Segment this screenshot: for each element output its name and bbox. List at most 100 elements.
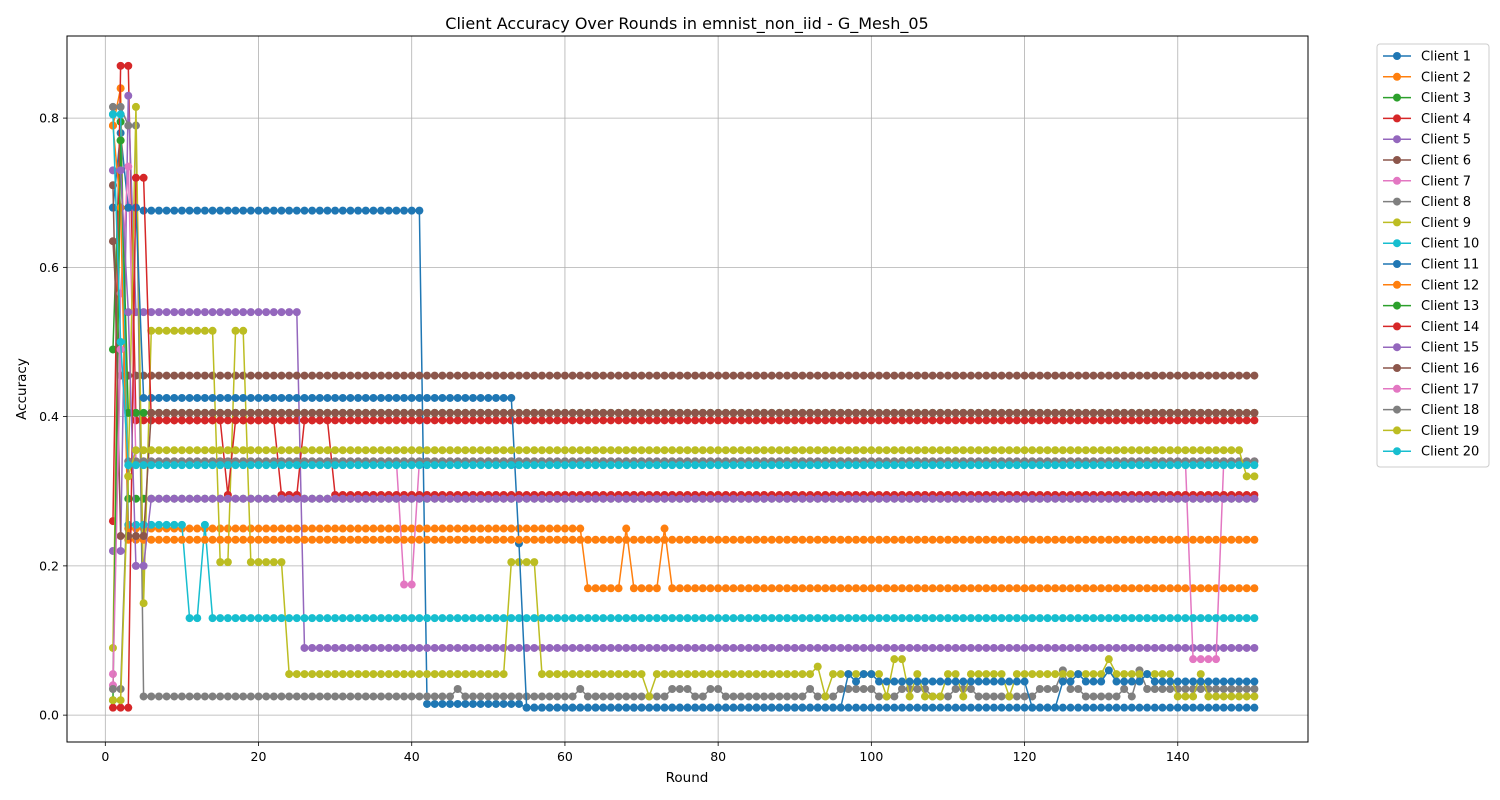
data-point (974, 677, 983, 686)
data-point (185, 494, 194, 503)
data-point (982, 643, 991, 652)
data-point (185, 326, 194, 335)
data-point (1250, 643, 1259, 652)
data-point (767, 535, 776, 544)
data-point (920, 408, 929, 417)
data-point (660, 524, 669, 533)
data-point (1250, 584, 1259, 593)
data-point (1104, 614, 1113, 623)
data-point (1250, 703, 1259, 712)
data-point (193, 692, 202, 701)
data-point (177, 308, 186, 317)
data-point (377, 416, 386, 425)
data-point (1066, 494, 1075, 503)
data-point (208, 206, 217, 215)
data-point (1143, 446, 1152, 455)
data-point (469, 494, 478, 503)
data-point (637, 494, 646, 503)
data-point (683, 685, 692, 694)
data-point (491, 461, 500, 470)
data-point (346, 206, 355, 215)
data-point (721, 703, 730, 712)
data-point (1235, 703, 1244, 712)
data-point (576, 614, 585, 623)
data-point (384, 416, 393, 425)
data-point (829, 371, 838, 380)
data-point (966, 371, 975, 380)
data-point (377, 494, 386, 503)
data-point (1051, 703, 1060, 712)
data-point (844, 703, 853, 712)
data-point (959, 703, 968, 712)
data-point (783, 614, 792, 623)
legend-item: Client 13 (1383, 299, 1479, 314)
data-point (1104, 535, 1113, 544)
data-point (1127, 371, 1136, 380)
data-point (285, 416, 294, 425)
data-point (1120, 703, 1129, 712)
data-point (599, 692, 608, 701)
data-point (783, 408, 792, 417)
data-point (553, 461, 562, 470)
data-point (369, 524, 378, 533)
data-point (292, 206, 301, 215)
data-point (1089, 584, 1098, 593)
data-point (223, 408, 232, 417)
data-point (629, 416, 638, 425)
data-point (170, 408, 179, 417)
data-point (1012, 408, 1021, 417)
data-point (1051, 446, 1060, 455)
data-point (392, 670, 401, 679)
data-point (415, 371, 424, 380)
data-point (185, 393, 194, 402)
data-point (606, 408, 615, 417)
data-point (300, 494, 309, 503)
data-point (798, 692, 807, 701)
data-point (139, 446, 148, 455)
data-point (484, 371, 493, 380)
data-point (507, 408, 516, 417)
data-point (691, 446, 700, 455)
data-point (783, 371, 792, 380)
data-point (361, 535, 370, 544)
data-point (568, 494, 577, 503)
data-point (108, 685, 117, 694)
data-point (185, 524, 194, 533)
data-point (292, 446, 301, 455)
data-point (499, 535, 508, 544)
legend-label: Client 8 (1421, 195, 1471, 210)
data-point (920, 584, 929, 593)
data-point (530, 461, 539, 470)
data-point (400, 408, 409, 417)
data-point (721, 670, 730, 679)
data-point (852, 614, 861, 623)
data-point (974, 692, 983, 701)
data-point (928, 535, 937, 544)
data-point (423, 535, 432, 544)
data-point (614, 584, 623, 593)
data-point (300, 461, 309, 470)
data-point (606, 614, 615, 623)
data-point (1058, 643, 1067, 652)
data-point (407, 206, 416, 215)
data-point (1150, 535, 1159, 544)
data-point (1012, 614, 1021, 623)
data-point (1181, 685, 1190, 694)
data-point (821, 416, 830, 425)
data-point (507, 494, 516, 503)
data-point (875, 670, 884, 679)
data-point (239, 614, 248, 623)
data-point (982, 614, 991, 623)
data-point (583, 670, 592, 679)
data-point (537, 371, 546, 380)
data-point (246, 408, 255, 417)
data-point (1127, 446, 1136, 455)
data-point (737, 494, 746, 503)
data-point (170, 520, 179, 529)
data-point (430, 446, 439, 455)
data-point (790, 408, 799, 417)
data-point (415, 408, 424, 417)
data-point (231, 371, 240, 380)
legend-item: Client 18 (1383, 403, 1479, 418)
data-point (606, 446, 615, 455)
